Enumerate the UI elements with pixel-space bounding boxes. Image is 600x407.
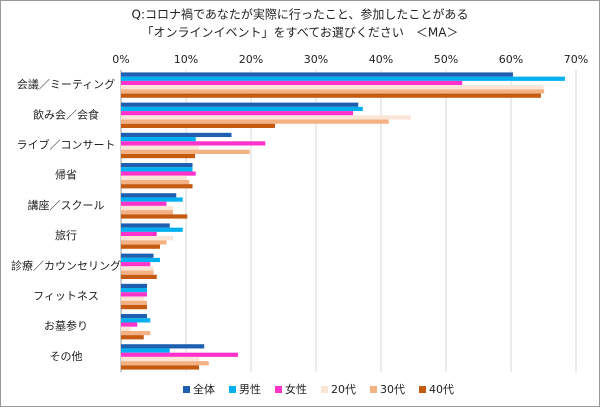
legend-swatch	[370, 386, 377, 393]
chart-title: Q:コロナ禍であなたが実際に行ったこと、参加したことがある	[132, 7, 469, 22]
bar	[121, 132, 232, 138]
legend-swatch	[321, 386, 328, 393]
bar	[121, 227, 183, 232]
bar	[121, 344, 205, 349]
bar	[121, 240, 167, 245]
bar	[121, 257, 160, 263]
category-label: 旅行	[55, 228, 77, 242]
bar	[121, 102, 359, 107]
bar	[121, 326, 131, 331]
bar	[121, 348, 170, 353]
bar	[121, 171, 196, 176]
bar	[121, 115, 411, 120]
bar	[121, 175, 186, 180]
x-tick-label: 40%	[369, 53, 393, 66]
bar	[121, 288, 147, 293]
x-tick-label: 10%	[174, 53, 198, 66]
bar	[121, 300, 147, 305]
bar	[121, 283, 147, 289]
bar	[121, 111, 354, 116]
legend-swatch	[419, 386, 426, 393]
bar	[121, 184, 193, 189]
bar	[121, 296, 144, 301]
bar	[121, 365, 199, 370]
bar	[121, 141, 266, 146]
category-label: 帰省	[55, 169, 77, 182]
legend-swatch	[229, 386, 236, 393]
legend-label: 全体	[193, 382, 215, 396]
bar	[121, 214, 188, 219]
x-tick-label: 30%	[304, 53, 328, 66]
bar	[121, 80, 463, 86]
legend-label: 40代	[429, 383, 454, 396]
bar	[121, 231, 157, 237]
bar	[121, 76, 565, 81]
x-tick-label: 60%	[499, 53, 523, 66]
bar	[121, 253, 154, 258]
bar	[121, 292, 147, 297]
bar	[121, 85, 544, 90]
legend-label: 20代	[331, 383, 356, 396]
category-label: 会議／ミーティング	[17, 77, 115, 91]
category-label: ライブ／コンサート	[17, 138, 116, 152]
bar	[121, 262, 151, 267]
bar	[121, 137, 196, 142]
bar	[121, 149, 250, 154]
legend-swatch	[275, 386, 282, 393]
bar	[121, 236, 173, 241]
bar	[121, 197, 183, 202]
bar	[121, 210, 173, 215]
bar	[121, 270, 154, 275]
bar	[121, 361, 209, 366]
bar	[121, 322, 138, 327]
bar	[121, 123, 276, 128]
category-label: 講座／スクール	[28, 198, 105, 212]
bar	[121, 314, 147, 319]
bar	[121, 167, 193, 172]
bar	[121, 89, 545, 94]
category-label: 飲み会／会食	[33, 107, 99, 121]
bar	[121, 163, 193, 168]
category-label: フィットネス	[33, 290, 99, 303]
legend-label: 30代	[380, 383, 405, 396]
chart-subtitle: 「オンラインイベント」をすべてお選びください ＜MA＞	[142, 26, 459, 40]
bar	[121, 201, 167, 206]
bar	[121, 318, 151, 323]
category-label: その他	[50, 350, 83, 363]
legend-swatch	[183, 386, 190, 393]
bar	[121, 145, 199, 150]
bar	[121, 153, 196, 159]
bar	[121, 93, 541, 98]
legend-label: 男性	[239, 382, 261, 396]
bar	[121, 72, 513, 77]
bar	[121, 193, 177, 198]
bar	[121, 356, 199, 362]
legend-label: 女性	[285, 382, 307, 396]
bar	[121, 179, 190, 185]
bar	[121, 244, 160, 249]
bar	[121, 335, 144, 340]
category-label: お墓参り	[44, 319, 88, 333]
x-tick-label: 20%	[239, 53, 263, 66]
category-label: 診療／カウンセリング	[11, 258, 121, 272]
x-tick-label: 0%	[112, 53, 129, 66]
bar	[121, 274, 157, 279]
bar	[121, 223, 170, 228]
x-tick-label: 50%	[434, 53, 458, 66]
bar	[121, 205, 173, 211]
bar	[121, 304, 147, 310]
bar	[121, 119, 389, 124]
x-tick-label: 70%	[564, 53, 588, 66]
bar	[121, 266, 154, 271]
bar	[121, 106, 363, 112]
bar	[121, 330, 151, 336]
bar	[121, 352, 238, 357]
